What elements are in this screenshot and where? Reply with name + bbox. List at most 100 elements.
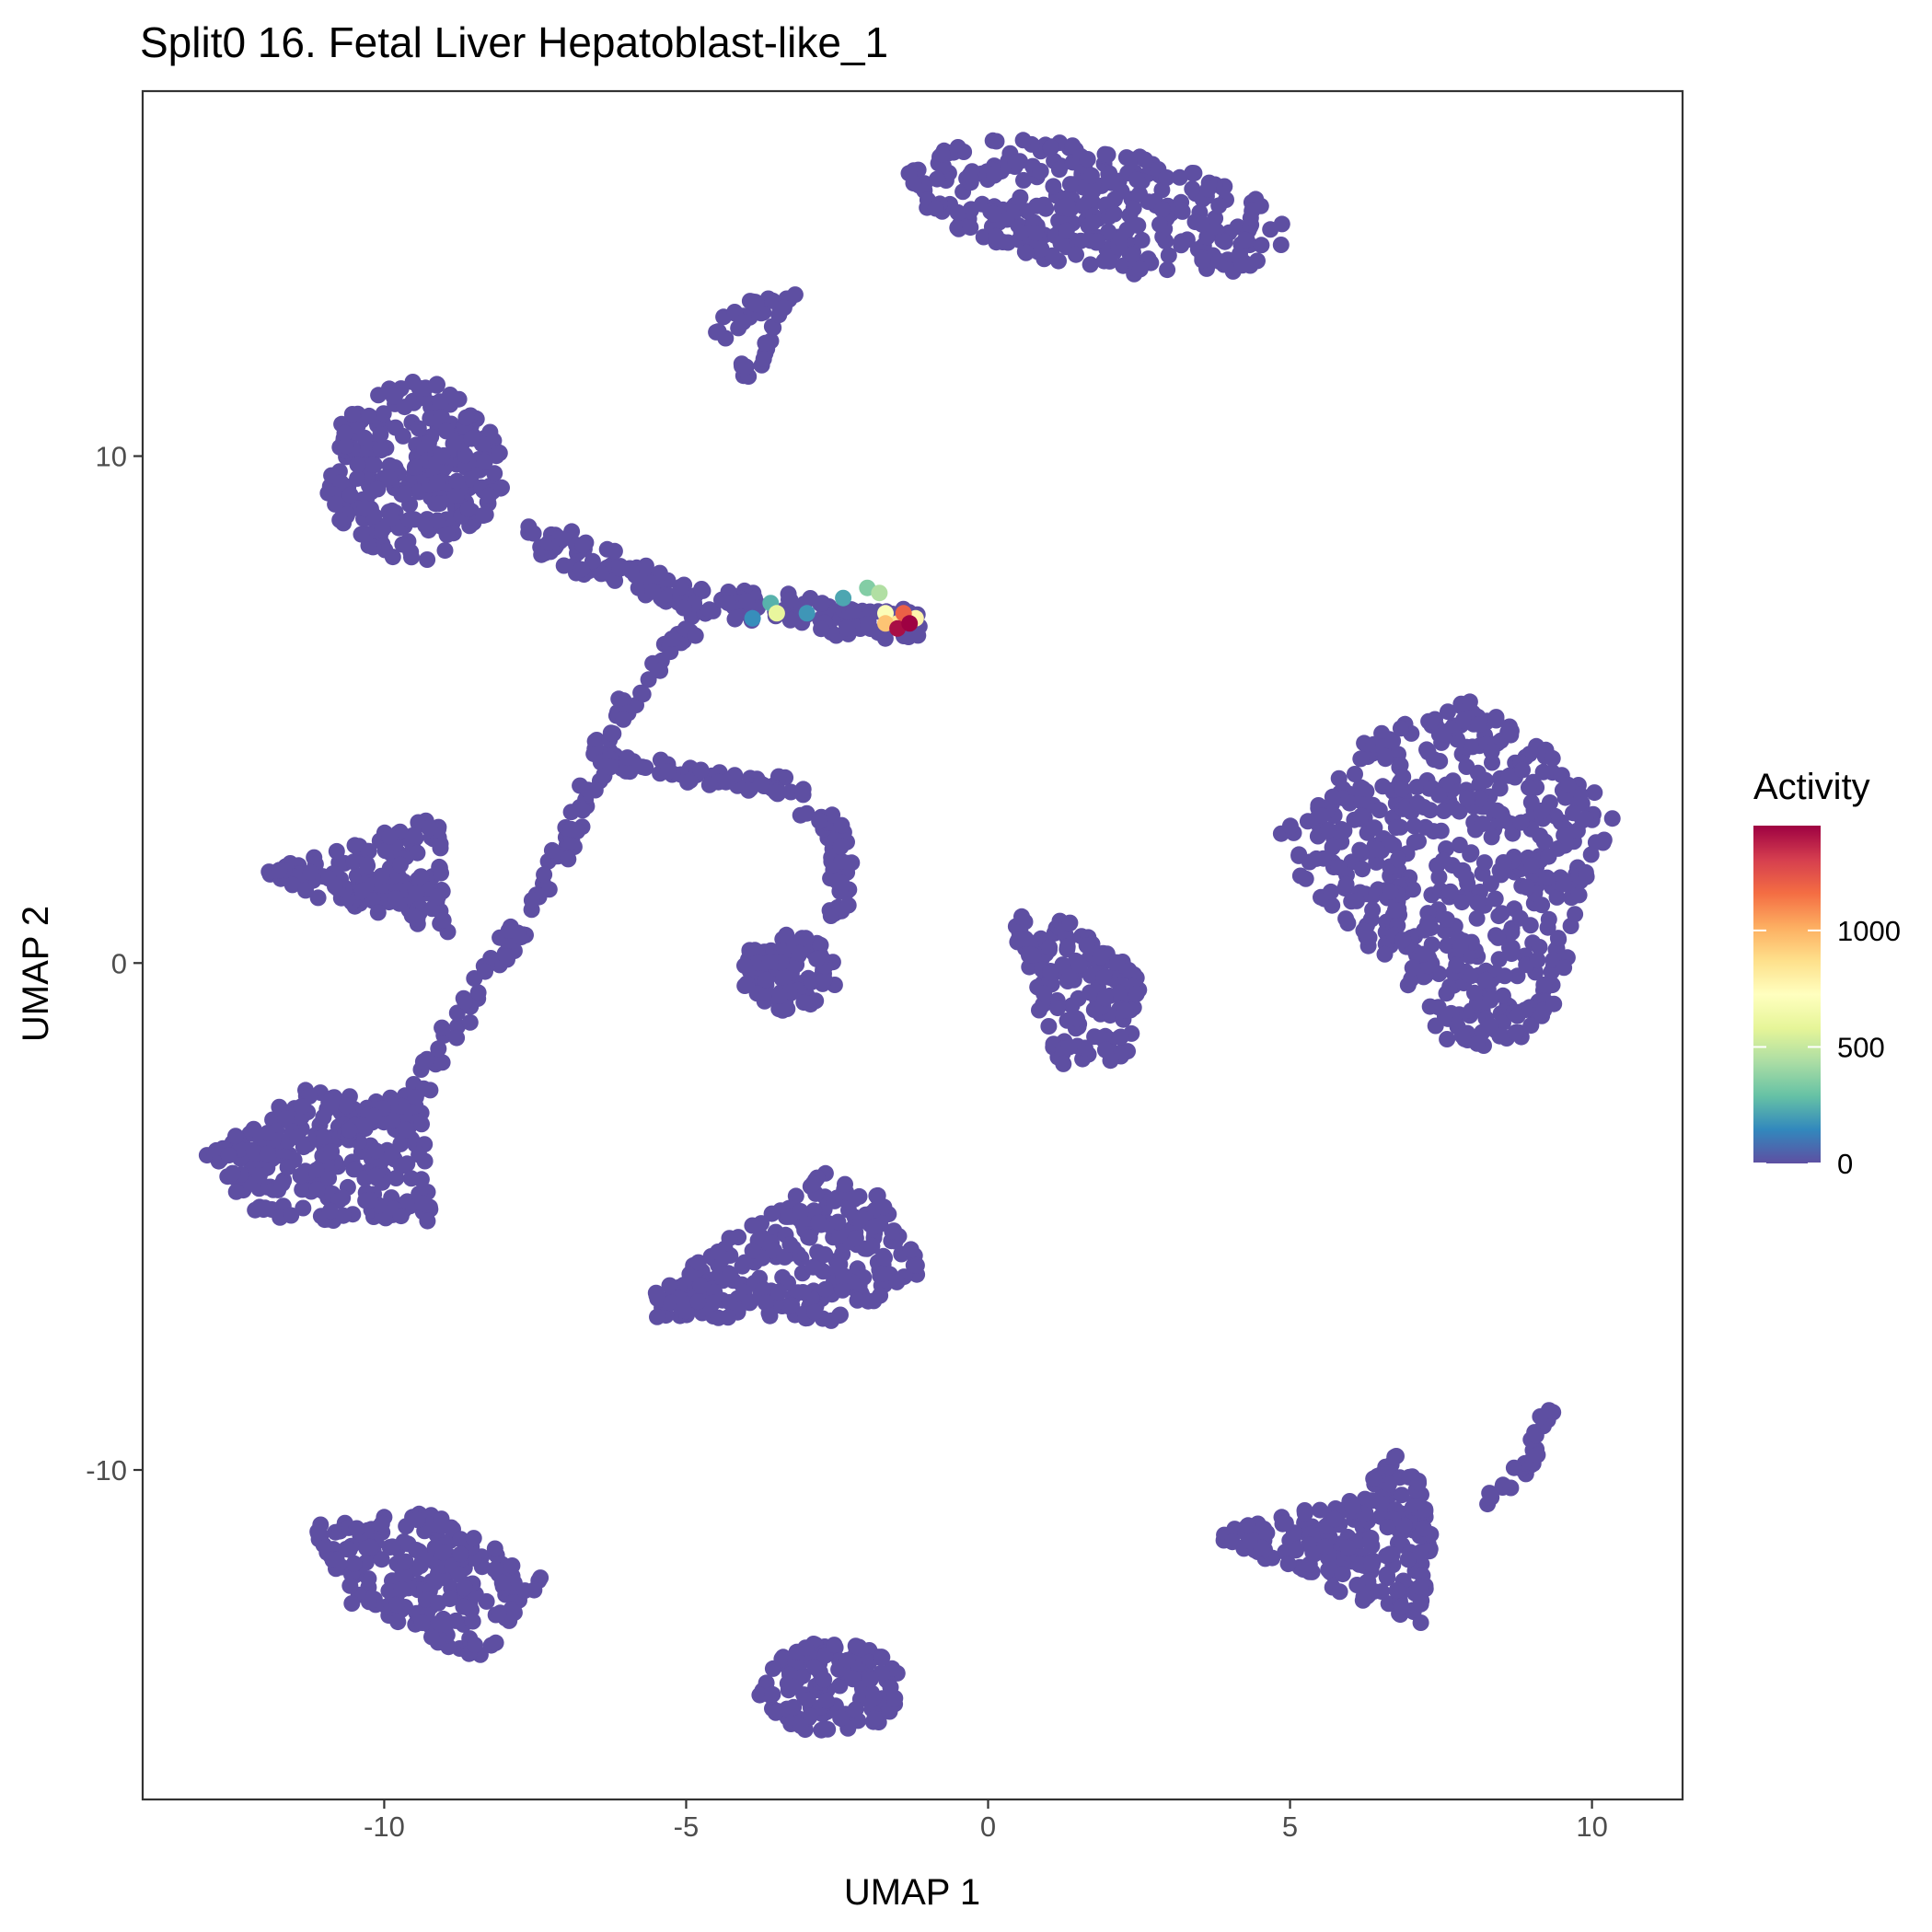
data-point <box>227 1128 244 1145</box>
data-point <box>1133 231 1151 249</box>
data-point <box>1533 802 1551 819</box>
legend-title: Activity <box>1753 767 1870 807</box>
data-point <box>1470 716 1487 734</box>
data-point <box>430 1040 447 1058</box>
data-point <box>1017 931 1035 947</box>
data-point <box>1531 939 1548 955</box>
data-point <box>763 1205 781 1222</box>
data-point <box>1045 178 1062 195</box>
data-point <box>1548 888 1566 906</box>
data-point <box>283 876 301 894</box>
data-point <box>1079 151 1096 168</box>
data-point <box>884 1222 901 1240</box>
data-point <box>1463 738 1481 756</box>
data-point <box>1199 180 1217 198</box>
data-point <box>788 1643 805 1660</box>
data-point <box>1084 214 1102 231</box>
data-point <box>1441 883 1459 900</box>
data-point <box>1364 887 1382 905</box>
data-point <box>882 1679 899 1696</box>
data-point <box>1070 957 1088 974</box>
data-point <box>781 611 799 629</box>
data-point <box>1522 1017 1540 1035</box>
data-point <box>812 936 829 954</box>
data-point <box>1324 788 1341 805</box>
data-point <box>1339 915 1357 931</box>
data-point <box>409 844 426 862</box>
data-point <box>1153 201 1171 218</box>
data-point <box>385 388 402 405</box>
data-point <box>929 170 946 188</box>
data-point <box>1427 1017 1444 1035</box>
data-point <box>622 562 640 579</box>
data-point <box>1040 1018 1058 1035</box>
data-point <box>1082 984 1099 1001</box>
data-point <box>800 1229 817 1246</box>
data-point <box>741 1294 758 1312</box>
data-point <box>813 620 830 638</box>
data-point <box>316 1128 332 1146</box>
high-activity-points <box>744 579 924 637</box>
data-point <box>543 841 561 859</box>
data-point <box>1512 814 1530 831</box>
data-point <box>1440 703 1456 721</box>
data-point <box>1461 693 1478 711</box>
data-point <box>1439 1031 1456 1047</box>
data-point <box>364 456 381 473</box>
data-point <box>822 908 839 924</box>
data-point <box>847 1230 864 1247</box>
data-point <box>1159 261 1176 279</box>
data-point <box>1339 1539 1357 1556</box>
data-point <box>1092 948 1109 966</box>
x-axis: -10 -5 0 5 10 <box>364 1799 1608 1843</box>
data-point <box>833 816 850 834</box>
data-point <box>356 500 374 517</box>
data-point <box>1324 839 1341 856</box>
data-point <box>1173 237 1190 254</box>
data-point <box>463 430 480 447</box>
data-point <box>283 1207 300 1224</box>
data-point-active <box>768 605 785 622</box>
data-point <box>1491 780 1509 797</box>
data-point <box>1334 1566 1351 1583</box>
data-point <box>1363 1556 1381 1573</box>
data-point <box>586 733 604 750</box>
data-point <box>1348 1577 1366 1593</box>
data-point <box>1160 247 1177 264</box>
data-point <box>881 1703 898 1720</box>
data-point <box>361 407 377 424</box>
data-point <box>1041 939 1059 956</box>
data-point <box>428 474 445 492</box>
data-point <box>1546 807 1564 825</box>
data-point <box>362 1538 379 1556</box>
data-point <box>1533 897 1551 914</box>
data-point <box>341 1541 358 1558</box>
data-point <box>792 1203 809 1220</box>
data-point <box>1288 1542 1304 1559</box>
data-point <box>486 1561 503 1579</box>
data-point <box>1453 894 1471 911</box>
data-point <box>781 592 799 609</box>
data-point <box>1392 720 1409 737</box>
data-point <box>811 813 828 829</box>
data-point <box>1151 215 1168 233</box>
data-point <box>687 627 704 644</box>
data-point <box>227 1183 245 1200</box>
data-point <box>1316 1538 1334 1556</box>
data-point <box>380 469 398 487</box>
data-point <box>433 1510 450 1528</box>
data-point <box>343 1595 361 1612</box>
legend: Activity 0 500 1000 <box>1753 767 1901 1180</box>
legend-ticks: 0 500 1000 <box>1753 915 1901 1180</box>
data-point <box>1483 828 1500 846</box>
data-point <box>1313 807 1331 825</box>
data-point <box>749 954 767 972</box>
data-point <box>277 1110 295 1127</box>
data-point <box>1350 1556 1368 1573</box>
data-point <box>862 1671 879 1688</box>
data-point <box>1115 257 1132 274</box>
data-point <box>1253 237 1270 254</box>
data-point <box>1505 1459 1522 1476</box>
data-point <box>394 427 411 445</box>
data-point <box>872 1287 889 1304</box>
